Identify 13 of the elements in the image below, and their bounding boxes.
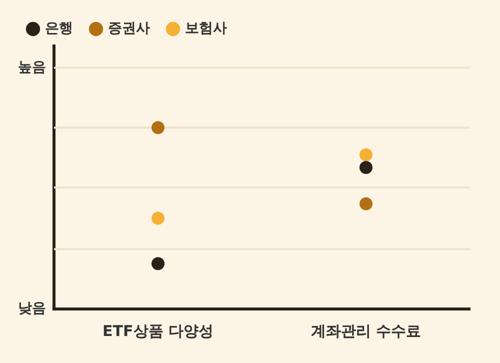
point <box>152 121 164 134</box>
point <box>152 212 164 225</box>
text: 높음 <box>18 59 46 76</box>
point <box>360 197 372 210</box>
legend-label: 증권사 <box>108 20 150 37</box>
point <box>152 257 164 270</box>
legend-label: 보험사 <box>185 20 227 37</box>
legend-label: 은행 <box>45 20 73 37</box>
x-tick-label: ETF상품 다양성 <box>102 322 214 340</box>
point <box>360 161 372 174</box>
x-tick-label: 계좌관리 수수료 <box>310 322 422 340</box>
point <box>360 148 372 162</box>
text: 낮음 <box>18 300 46 317</box>
